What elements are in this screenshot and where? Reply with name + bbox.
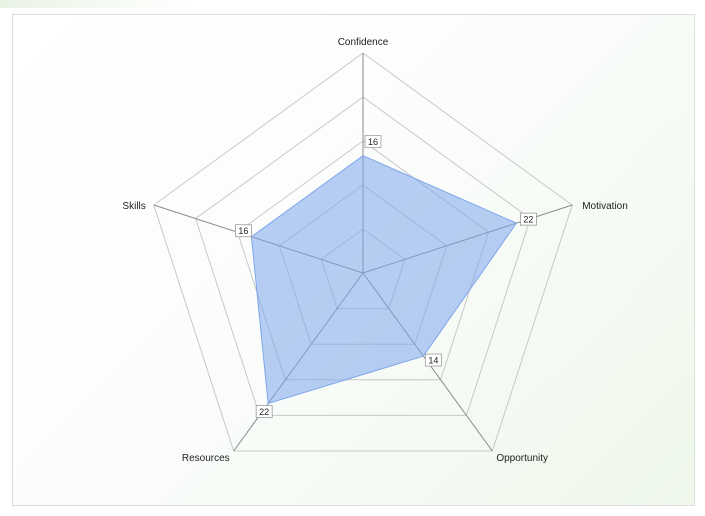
value-label-box — [520, 212, 537, 226]
value-label-skills: 16 — [235, 224, 252, 238]
value-label-resources: 22 — [255, 405, 273, 418]
axis-label-motivation: Motivation — [582, 201, 628, 212]
radar-axis-labels: Confidence Motivation Opportunity Resources… — [122, 37, 627, 464]
radar-grid-ring-5 — [153, 52, 573, 452]
value-label-text: 16 — [238, 226, 248, 236]
axis-label-skills: Skills — [122, 201, 145, 212]
value-label-text: 22 — [523, 215, 533, 225]
value-label-text: 14 — [428, 356, 438, 366]
radar-chart: Confidence Motivation Opportunity Resources… — [122, 37, 627, 464]
radar-series-area-0 — [250, 155, 518, 405]
value-label-text: 16 — [368, 137, 378, 147]
value-label-box — [364, 135, 382, 149]
value-label-box — [424, 353, 442, 367]
value-label-text: 22 — [259, 407, 269, 417]
value-label-opportunity: 14 — [424, 353, 442, 367]
value-label-motivation: 22 — [520, 212, 537, 226]
radar-value-labels: 16 22 14 22 16 — [235, 135, 537, 418]
value-label-confidence: 16 — [364, 135, 382, 149]
axis-label-opportunity: Opportunity — [496, 453, 548, 464]
header-strip — [0, 0, 190, 8]
chart-panel: Confidence Motivation Opportunity Resources… — [12, 14, 695, 506]
value-label-box — [255, 405, 273, 418]
axis-label-resources: Resources — [182, 453, 230, 464]
radar-grid-ring-4 — [195, 96, 531, 416]
axis-label-confidence: Confidence — [338, 37, 389, 48]
radar-series — [250, 155, 518, 405]
value-label-box — [235, 224, 252, 238]
